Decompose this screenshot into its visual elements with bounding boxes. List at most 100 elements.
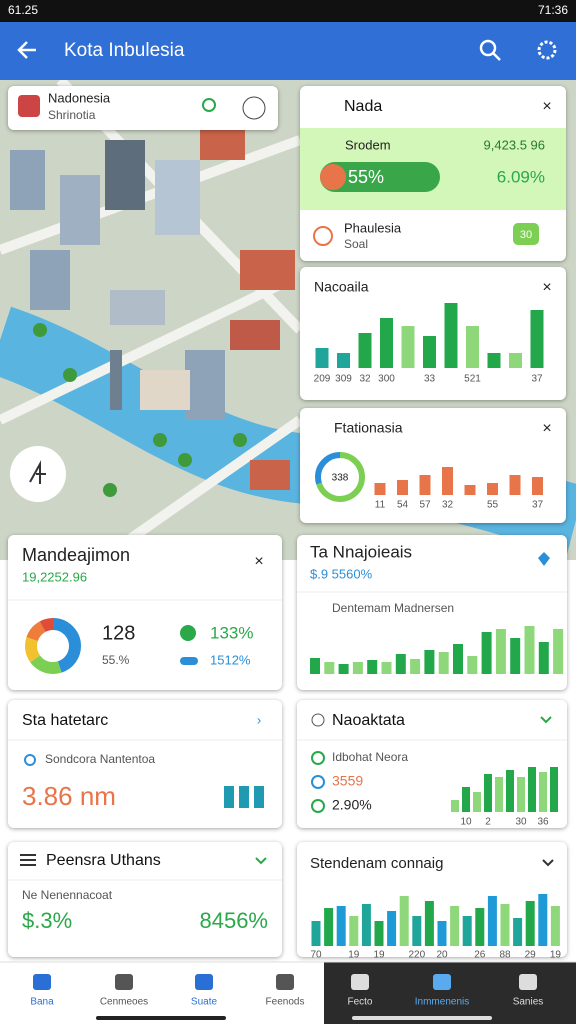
bar-label: 54 — [397, 500, 409, 511]
donut-segment — [25, 618, 81, 674]
card-ftationasia — [300, 408, 566, 523]
bar — [481, 632, 492, 674]
bar — [484, 774, 492, 812]
bar-label: 10 — [460, 817, 472, 828]
bar-label: 55 — [487, 500, 499, 511]
item-subtitle: Soal — [344, 237, 368, 251]
nav-icon[interactable] — [351, 974, 369, 990]
bar — [532, 477, 543, 495]
bar — [424, 650, 435, 674]
svg-text:×: × — [542, 279, 551, 296]
nav-label[interactable]: Suate — [191, 997, 218, 1008]
bar — [424, 901, 434, 946]
bar-label: 309 — [335, 374, 352, 385]
caption: Dentemam Madnersen — [332, 601, 454, 615]
bar — [324, 662, 335, 674]
nav-icon[interactable] — [519, 974, 537, 990]
progress-pill — [320, 162, 440, 192]
bar — [462, 916, 472, 946]
bar — [380, 318, 393, 368]
svg-text:×: × — [542, 420, 551, 437]
nav-icon[interactable] — [433, 974, 451, 990]
card-title: Peensra Uthans — [46, 852, 161, 869]
svg-text:×: × — [542, 98, 551, 115]
bar — [397, 480, 408, 495]
bar-label: 32 — [442, 500, 454, 511]
bar — [352, 662, 363, 674]
bar — [495, 777, 503, 812]
bar — [315, 348, 329, 368]
bar-label: 20 — [436, 950, 448, 961]
caption: Idbohat Neora — [332, 750, 408, 764]
bar-label: 26 — [474, 950, 486, 961]
bar — [374, 483, 386, 495]
bar-label: 33 — [424, 374, 436, 385]
card-title: Nacoaila — [314, 279, 369, 295]
svg-text:›: › — [257, 712, 261, 727]
bar-label: 57 — [419, 500, 431, 511]
count: 128 — [102, 622, 135, 644]
settings-button[interactable] — [537, 40, 557, 60]
bottom-nav-dark — [324, 962, 576, 1024]
bar-label: 70 — [310, 950, 322, 961]
search-card[interactable] — [8, 86, 278, 130]
nav-label[interactable]: Fecto — [347, 997, 372, 1008]
bar — [509, 353, 522, 368]
bar — [311, 921, 321, 946]
nav-label[interactable]: Inmmenenis — [415, 997, 469, 1008]
stat2: 8456% — [199, 908, 268, 933]
caption: Sondcora Nantentoa — [45, 752, 155, 766]
bar — [239, 786, 249, 808]
bar — [462, 787, 470, 812]
nav-icon[interactable] — [276, 974, 294, 990]
nav-icon[interactable] — [115, 974, 133, 990]
chip[interactable] — [513, 223, 539, 245]
bar — [442, 467, 453, 495]
chip-label: 30 — [520, 229, 532, 241]
bar — [336, 906, 346, 946]
card-title: Stendenam connaig — [310, 855, 443, 872]
subtitle: $.9 5560% — [310, 566, 373, 581]
bar — [437, 921, 447, 946]
bar — [538, 642, 549, 674]
stat2: 2.90% — [332, 797, 372, 813]
search-button[interactable] — [479, 39, 497, 57]
bar — [525, 901, 535, 946]
bar — [381, 662, 392, 674]
bar-label: 521 — [464, 374, 481, 385]
bar — [517, 777, 525, 812]
bar — [444, 303, 458, 368]
bar — [423, 336, 436, 368]
bar — [510, 638, 521, 674]
bar-label: 300 — [378, 374, 395, 385]
bar — [539, 772, 547, 812]
bar — [506, 770, 514, 812]
card-title: Naoaktata — [332, 712, 405, 729]
bar — [451, 800, 459, 812]
nav-label[interactable]: Bana — [30, 997, 54, 1008]
bar-label: 32 — [359, 374, 371, 385]
nav-label[interactable]: Feenods — [266, 997, 305, 1008]
bar — [358, 333, 372, 368]
status-clock: 71:36 — [538, 3, 568, 17]
subtitle: 19,2252.96 — [22, 569, 87, 584]
bar — [553, 629, 564, 674]
bar — [337, 353, 350, 368]
nav-label[interactable]: Cenmeoes — [100, 997, 148, 1008]
bar — [410, 659, 421, 674]
nav-icon[interactable] — [195, 974, 213, 990]
caption: Ne Nenennacoat — [22, 888, 113, 902]
bar-label: 36 — [537, 817, 549, 828]
bar — [438, 652, 449, 674]
bar — [487, 483, 498, 495]
card-title: Nada — [344, 98, 382, 115]
nav-label[interactable]: Sanies — [513, 997, 544, 1008]
back-button[interactable] — [17, 41, 36, 59]
bar-label: 19 — [550, 950, 562, 961]
nav-icon[interactable] — [33, 974, 51, 990]
search-title: Nadonesia — [48, 90, 111, 105]
app-bar — [0, 22, 576, 80]
bar — [361, 904, 371, 946]
donut-label: 338 — [332, 473, 349, 484]
